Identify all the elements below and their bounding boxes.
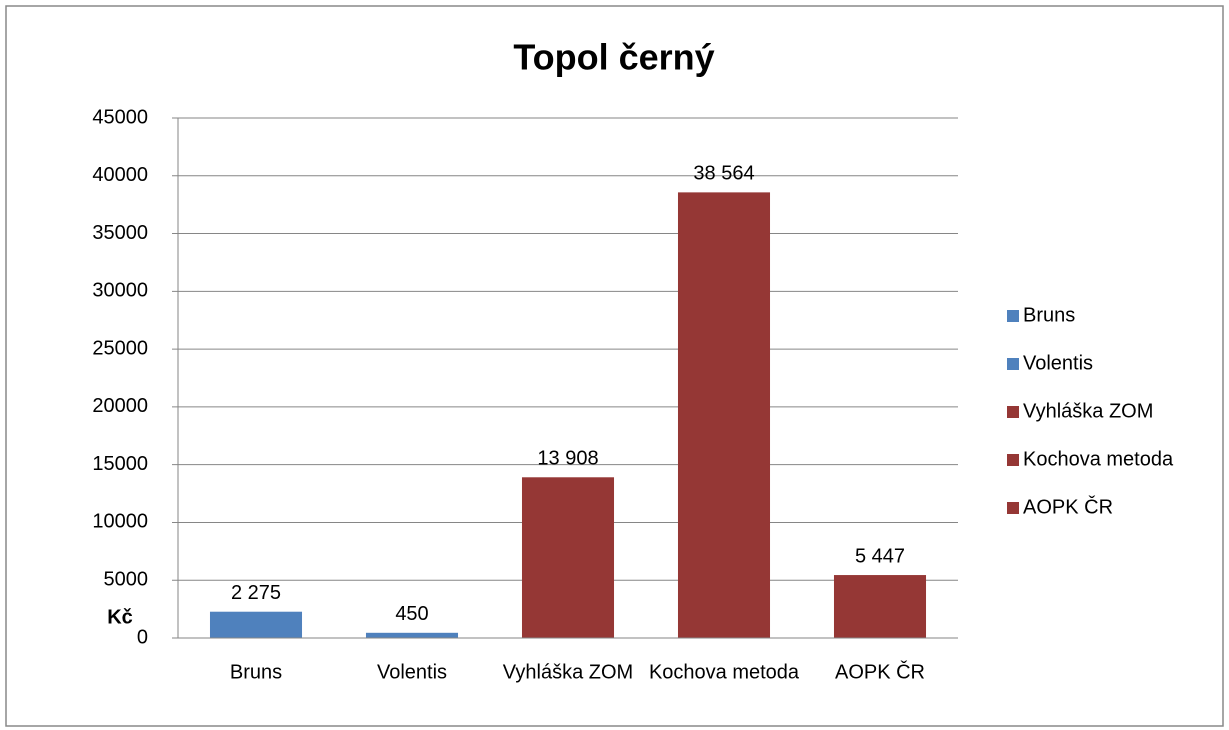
y-tick-label: 20000: [92, 395, 148, 417]
legend-label: Volentis: [1023, 352, 1093, 374]
data-label: 5 447: [855, 545, 905, 567]
legend-swatch: [1007, 406, 1019, 418]
y-tick-label: 0: [137, 626, 148, 648]
chart-border: [5, 5, 1224, 727]
chart-title: Topol černý: [513, 37, 714, 78]
x-tick-label: AOPK ČR: [835, 660, 925, 683]
data-label: 2 275: [231, 582, 281, 604]
y-tick-label: 45000: [92, 106, 148, 128]
data-label: 38 564: [693, 163, 754, 185]
legend-swatch: [1007, 358, 1019, 370]
bar: [365, 632, 459, 638]
y-tick-label: 5000: [104, 569, 149, 591]
data-label: 13 908: [537, 448, 598, 470]
bar: [677, 192, 771, 638]
bar: [833, 575, 927, 638]
legend-label: Kochova metoda: [1023, 448, 1174, 470]
data-label: 450: [395, 603, 428, 625]
y-tick-label: 30000: [92, 280, 148, 302]
legend-swatch: [1007, 454, 1019, 466]
legend-label: AOPK ČR: [1023, 495, 1113, 518]
legend-label: Bruns: [1023, 304, 1075, 326]
y-tick-label: 35000: [92, 222, 148, 244]
x-tick-label: Kochova metoda: [649, 661, 800, 683]
bar: [209, 611, 303, 638]
legend-swatch: [1007, 310, 1019, 322]
x-tick-label: Vyhláška ZOM: [503, 661, 633, 683]
legend-label: Vyhláška ZOM: [1023, 400, 1153, 422]
bar: [521, 477, 615, 638]
y-tick-label: 15000: [92, 453, 148, 475]
y-tick-label: 10000: [92, 511, 148, 533]
y-tick-label: 40000: [92, 164, 148, 186]
legend-swatch: [1007, 502, 1019, 514]
x-tick-label: Volentis: [377, 661, 447, 683]
y-axis-label: Kč: [107, 606, 133, 628]
y-tick-label: 25000: [92, 337, 148, 359]
x-tick-label: Bruns: [230, 661, 282, 683]
